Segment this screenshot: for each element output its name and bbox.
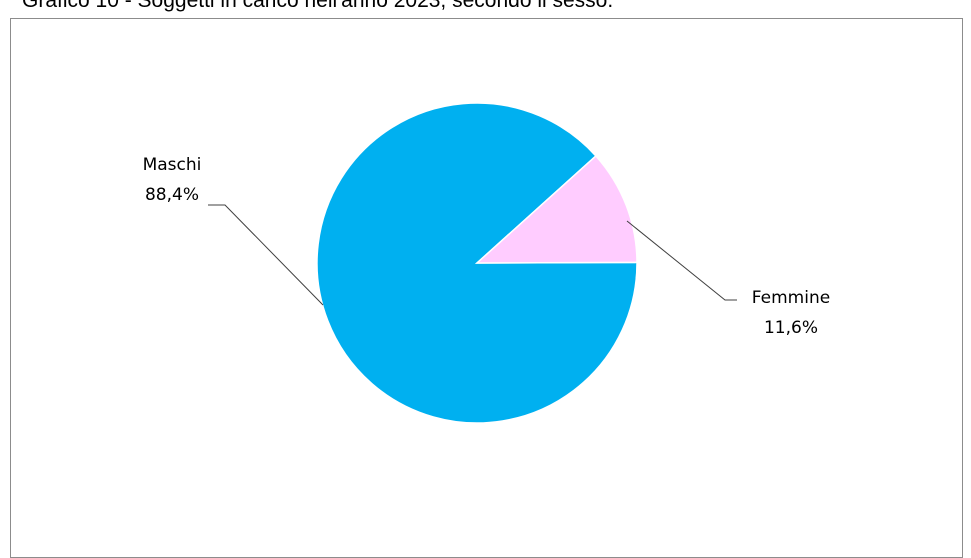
leader-line-maschi (208, 204, 324, 306)
chart-title: Grafico 10 - Soggetti in carico nell'ann… (22, 0, 614, 12)
slice-label-maschi-name: Maschi (143, 155, 202, 175)
pie-chart: Maschi 88,4% Femmine 11,6% (143, 102, 830, 424)
slice-label-maschi-value: 88,4% (145, 185, 199, 205)
pie-slices (316, 102, 638, 424)
leader-line-femmine (626, 220, 737, 301)
pie-slice-femmine (475, 154, 638, 264)
leader-lines (208, 204, 737, 306)
slice-label-femmine-value: 11,6% (764, 318, 818, 338)
slice-label-femmine-name: Femmine (752, 288, 830, 308)
